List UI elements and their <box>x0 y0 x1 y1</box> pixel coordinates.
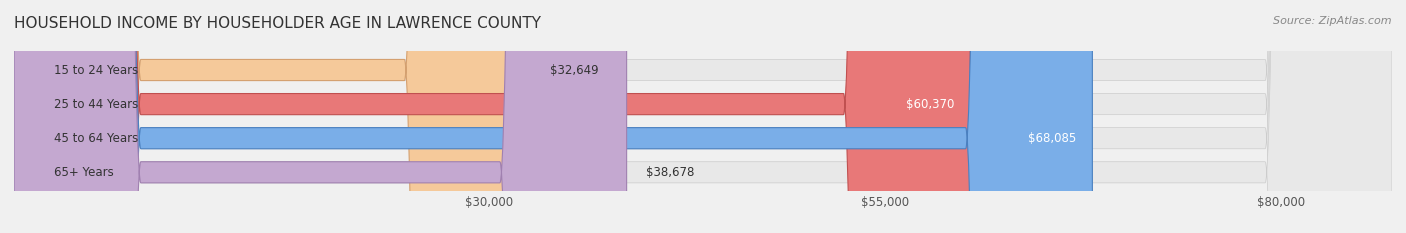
Text: $38,678: $38,678 <box>645 166 695 179</box>
Text: $68,085: $68,085 <box>1028 132 1077 145</box>
FancyBboxPatch shape <box>14 0 531 233</box>
FancyBboxPatch shape <box>14 0 970 233</box>
FancyBboxPatch shape <box>14 0 1092 233</box>
FancyBboxPatch shape <box>14 0 1392 233</box>
Text: Source: ZipAtlas.com: Source: ZipAtlas.com <box>1274 16 1392 26</box>
Text: 25 to 44 Years: 25 to 44 Years <box>53 98 138 111</box>
Text: 15 to 24 Years: 15 to 24 Years <box>53 64 138 76</box>
FancyBboxPatch shape <box>14 0 1392 233</box>
FancyBboxPatch shape <box>14 0 1392 233</box>
FancyBboxPatch shape <box>14 0 627 233</box>
FancyBboxPatch shape <box>14 0 1392 233</box>
Text: 65+ Years: 65+ Years <box>53 166 114 179</box>
Text: $60,370: $60,370 <box>905 98 955 111</box>
Text: HOUSEHOLD INCOME BY HOUSEHOLDER AGE IN LAWRENCE COUNTY: HOUSEHOLD INCOME BY HOUSEHOLDER AGE IN L… <box>14 16 541 31</box>
Text: 45 to 64 Years: 45 to 64 Years <box>53 132 138 145</box>
Text: $32,649: $32,649 <box>550 64 599 76</box>
